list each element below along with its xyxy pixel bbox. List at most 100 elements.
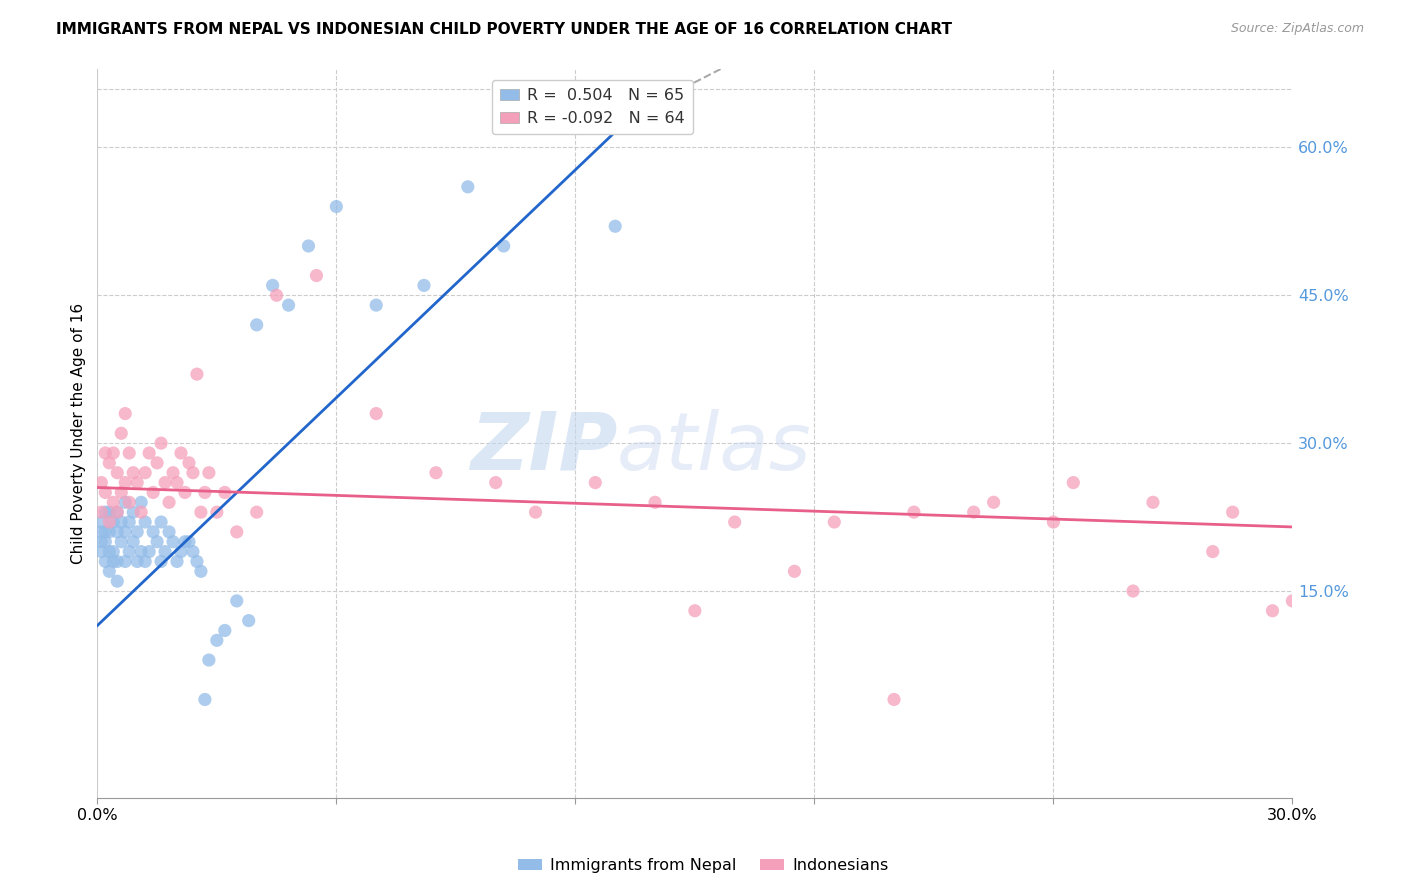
Point <box>903 505 925 519</box>
Point <box>114 554 136 568</box>
Point <box>157 495 180 509</box>
Point <box>110 426 132 441</box>
Point <box>225 524 247 539</box>
Point <box>883 692 905 706</box>
Legend: Immigrants from Nepal, Indonesians: Immigrants from Nepal, Indonesians <box>512 852 894 880</box>
Point <box>94 485 117 500</box>
Point <box>366 407 388 421</box>
Point <box>162 534 184 549</box>
Point <box>1281 594 1303 608</box>
Point <box>103 495 125 509</box>
Point <box>783 564 806 578</box>
Point <box>94 446 117 460</box>
Point <box>277 298 299 312</box>
Point <box>413 278 436 293</box>
Point <box>114 475 136 490</box>
Point <box>214 485 236 500</box>
Point <box>94 505 117 519</box>
Point <box>177 456 200 470</box>
Point <box>181 544 204 558</box>
Point <box>214 624 236 638</box>
Point <box>186 554 208 568</box>
Point <box>305 268 328 283</box>
Point <box>122 466 145 480</box>
Point <box>94 534 117 549</box>
Point <box>146 456 169 470</box>
Point <box>174 485 197 500</box>
Text: Source: ZipAtlas.com: Source: ZipAtlas.com <box>1230 22 1364 36</box>
Point <box>103 515 125 529</box>
Point <box>118 495 141 509</box>
Text: atlas: atlas <box>617 409 811 487</box>
Point <box>524 505 547 519</box>
Point <box>190 505 212 519</box>
Point <box>162 466 184 480</box>
Point <box>205 633 228 648</box>
Point <box>644 495 666 509</box>
Point <box>683 604 706 618</box>
Point <box>122 534 145 549</box>
Point <box>170 544 193 558</box>
Point <box>963 505 986 519</box>
Point <box>366 298 388 312</box>
Point <box>142 524 165 539</box>
Point <box>166 554 188 568</box>
Point <box>110 534 132 549</box>
Point <box>1261 604 1284 618</box>
Point <box>105 524 128 539</box>
Point <box>170 446 193 460</box>
Point <box>129 505 152 519</box>
Point <box>583 475 606 490</box>
Point <box>190 564 212 578</box>
Point <box>146 534 169 549</box>
Point <box>122 505 145 519</box>
Point <box>90 505 112 519</box>
Point <box>94 554 117 568</box>
Point <box>194 485 217 500</box>
Point <box>166 475 188 490</box>
Point <box>246 505 269 519</box>
Point <box>1202 544 1225 558</box>
Point <box>1142 495 1164 509</box>
Point <box>110 485 132 500</box>
Point <box>153 544 176 558</box>
Point <box>90 534 112 549</box>
Point <box>1222 505 1244 519</box>
Point <box>127 475 149 490</box>
Point <box>103 446 125 460</box>
Point <box>246 318 269 332</box>
Y-axis label: Child Poverty Under the Age of 16: Child Poverty Under the Age of 16 <box>72 302 86 564</box>
Point <box>90 475 112 490</box>
Point <box>425 466 447 480</box>
Point <box>127 524 149 539</box>
Point <box>105 574 128 589</box>
Point <box>98 515 121 529</box>
Point <box>823 515 845 529</box>
Point <box>157 524 180 539</box>
Point <box>114 524 136 539</box>
Point <box>98 456 121 470</box>
Point <box>1042 515 1064 529</box>
Point <box>105 505 128 519</box>
Point <box>134 515 156 529</box>
Point <box>266 288 288 302</box>
Point <box>134 466 156 480</box>
Point <box>105 554 128 568</box>
Point <box>127 554 149 568</box>
Point <box>485 475 508 490</box>
Point <box>1062 475 1084 490</box>
Text: IMMIGRANTS FROM NEPAL VS INDONESIAN CHILD POVERTY UNDER THE AGE OF 16 CORRELATIO: IMMIGRANTS FROM NEPAL VS INDONESIAN CHIL… <box>56 22 952 37</box>
Point <box>90 524 112 539</box>
Point <box>150 436 173 450</box>
Point <box>205 505 228 519</box>
Point <box>118 515 141 529</box>
Point <box>150 515 173 529</box>
Point <box>142 485 165 500</box>
Point <box>198 653 221 667</box>
Text: ZIP: ZIP <box>470 409 617 487</box>
Point <box>457 179 479 194</box>
Point <box>90 515 112 529</box>
Point <box>98 544 121 558</box>
Point <box>110 515 132 529</box>
Point <box>983 495 1005 509</box>
